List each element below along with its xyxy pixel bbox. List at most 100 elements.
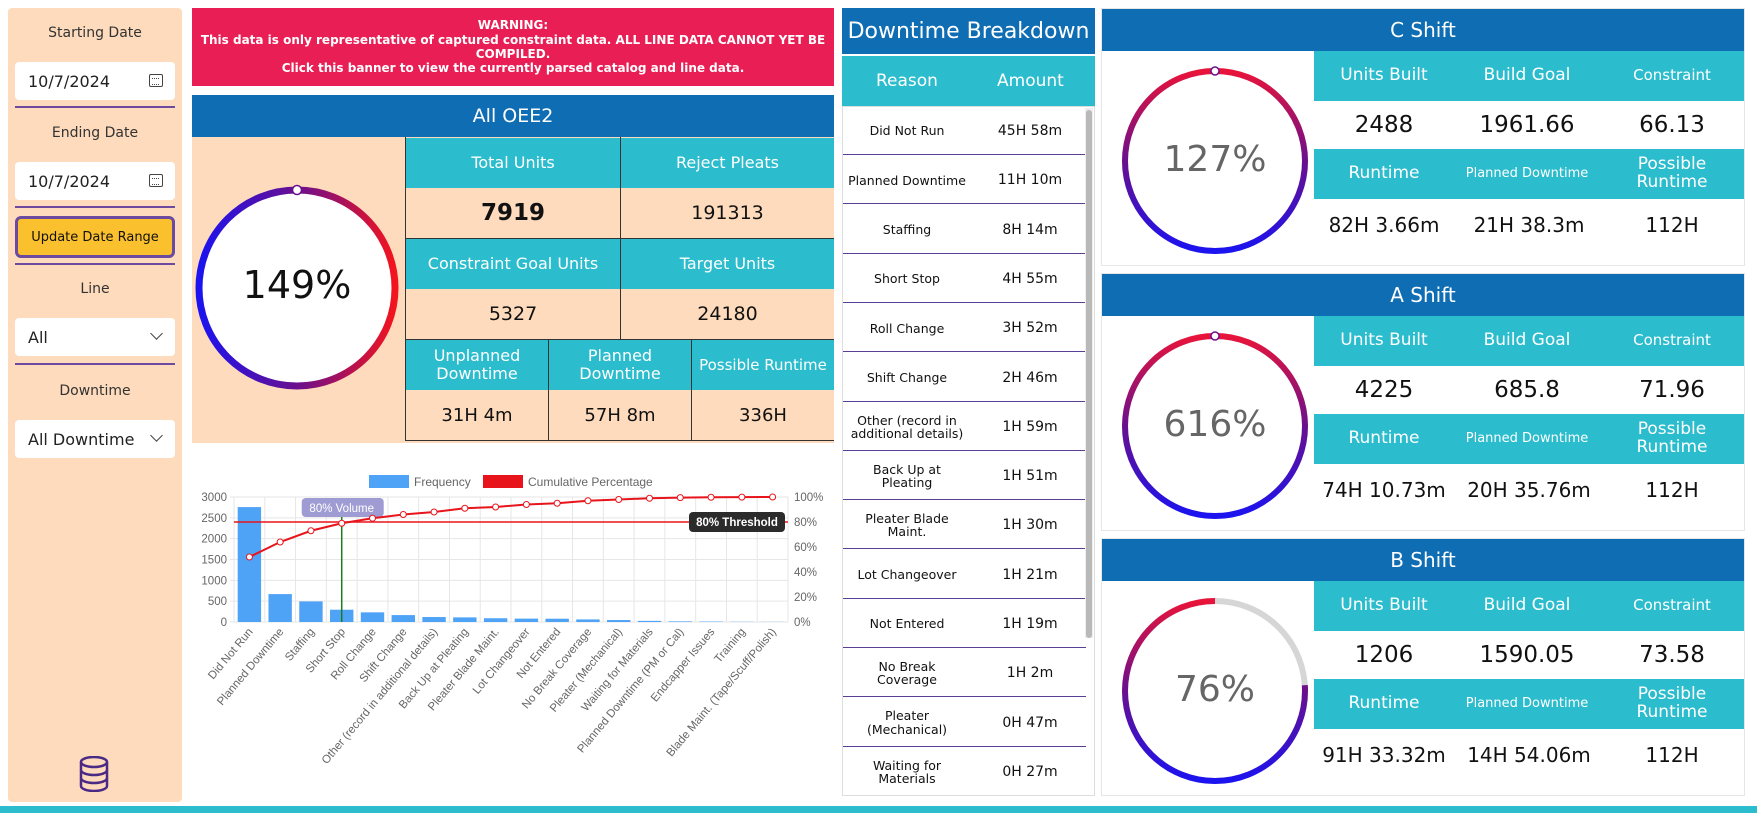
bar: [453, 617, 477, 622]
amount-cell: 1H 21m: [1002, 566, 1058, 583]
total-units-header: Total Units: [406, 138, 620, 188]
oee-percent: 149%: [242, 263, 352, 307]
cumulative-point: [615, 496, 623, 503]
planned-downtime-value: 20H 35.76m: [1454, 464, 1604, 516]
reject-pleats-header: Reject Pleats: [621, 138, 834, 188]
cumulative-point: [584, 497, 592, 505]
amount-cell: 0H 47m: [1002, 714, 1058, 731]
cumulative-line: [248, 496, 773, 558]
amount-cell: 4H 55m: [1002, 270, 1058, 287]
amount-cell: 1H 30m: [1002, 517, 1058, 534]
reason-cell: Did Not Run: [869, 123, 945, 139]
warning-banner[interactable]: WARNING: This data is only representativ…: [192, 8, 834, 86]
y-right-tick-label: 80%: [794, 517, 817, 529]
amount-cell: 1H 51m: [1002, 468, 1058, 485]
table-row: Other (record in additional details) 1H 5…: [843, 403, 1086, 451]
constraint-value: 66.13: [1600, 101, 1744, 149]
possible-runtime-header: Possible Runtime: [1600, 149, 1744, 199]
warning-link-text: Click this banner to view the currently …: [281, 61, 745, 76]
cumulative-point: [676, 494, 684, 502]
amount-cell: 3H 52m: [1002, 320, 1058, 337]
table-divider: [548, 339, 549, 441]
units-built-header: Units Built: [1314, 316, 1454, 366]
possible-runtime-value: 112H: [1600, 199, 1744, 251]
planned-downtime-header: Planned Downtime: [1454, 679, 1600, 729]
cumulative-point: [492, 503, 500, 511]
bar: [391, 615, 415, 622]
reason-column-header: Reason: [876, 71, 938, 91]
table-row: Short Stop 4H 55m: [843, 255, 1086, 303]
ending-date-value: 10/7/2024: [28, 171, 111, 191]
starting-date-input[interactable]: 10/7/2024: [15, 62, 175, 100]
downtime-select[interactable]: All Downtime: [15, 420, 175, 458]
warning-message: This data is only representative of capt…: [200, 32, 826, 61]
unplanned-downtime-header: Unplanned Downtime: [406, 340, 548, 390]
divider: [15, 263, 175, 265]
threshold-label: 80% Threshold: [696, 517, 778, 529]
constraint-value: 73.58: [1600, 631, 1744, 679]
line-select[interactable]: All: [15, 318, 175, 356]
shift-panel: A Shift 616% Units Built Build Goal Constrai…: [1101, 273, 1745, 531]
runtime-value: 91H 33.32m: [1310, 729, 1458, 781]
line-label: Line: [80, 281, 110, 297]
units-built-header: Units Built: [1314, 581, 1454, 631]
table-row: Pleater Blade Maint. 1H 30m: [843, 501, 1086, 550]
table-row: Planned Downtime 11H 10m: [843, 156, 1086, 205]
table-row: Pleater (Mechanical) 0H 47m: [843, 699, 1086, 747]
table-divider: [405, 238, 834, 239]
cumulative-point: [399, 511, 407, 518]
update-date-range-button[interactable]: Update Date Range: [15, 216, 175, 258]
divider: [15, 106, 175, 108]
shift-panel: C Shift 127% Units Built Build Goal Constrai…: [1101, 8, 1745, 266]
table-row: Back Up at Pleating 1H 51m: [843, 452, 1086, 501]
runtime-header: Runtime: [1314, 679, 1454, 729]
y-right-tick-label: 100%: [794, 492, 823, 504]
planned-downtime-header: Planned Downtime: [549, 340, 691, 390]
cumulative-point: [646, 494, 653, 502]
database-icon[interactable]: [79, 756, 109, 792]
reason-cell: Shift Change: [866, 369, 948, 385]
build-goal-header: Build Goal: [1454, 316, 1600, 366]
table-row: Lot Changeover 1H 21m: [843, 551, 1086, 599]
table-divider: [405, 137, 406, 441]
bar: [514, 618, 539, 622]
possible-runtime-value: 336H: [692, 390, 834, 440]
units-built-value: 4225: [1314, 366, 1454, 414]
units-built-header: Units Built: [1314, 51, 1454, 101]
reason-cell: No Break Coverage: [877, 659, 937, 688]
x-tick-label: Other (record in additional details): [320, 626, 441, 767]
constraint-header: Constraint: [1600, 316, 1744, 366]
table-divider: [691, 339, 692, 441]
cumulative-point: [307, 527, 315, 535]
planned-downtime-header: Planned Downtime: [1454, 414, 1600, 464]
calendar-icon[interactable]: [149, 174, 163, 187]
calendar-icon[interactable]: [149, 74, 163, 87]
y-left-tick-label: 2000: [201, 534, 227, 546]
table-row: No Break Coverage 1H 2m: [843, 649, 1086, 698]
downtime-list[interactable]: Did Not Run 45H 58m Planned Downtime 11H 10…: [842, 106, 1095, 796]
cumulative-point: [338, 519, 346, 527]
bar: [360, 612, 385, 622]
reason-cell: Other (record in additional details): [850, 412, 964, 441]
planned-downtime-header: Planned Downtime: [1454, 149, 1600, 199]
y-right-tick-label: 20%: [794, 592, 817, 604]
build-goal-header: Build Goal: [1454, 51, 1600, 101]
y-right-tick-label: 0%: [794, 617, 811, 629]
shift-gauge: [1122, 331, 1308, 519]
bar: [237, 507, 262, 622]
bar: [637, 620, 662, 622]
starting-date-label: Starting Date: [48, 25, 142, 41]
runtime-value: 74H 10.73m: [1310, 464, 1458, 516]
scrollbar-thumb[interactable]: [1086, 110, 1092, 638]
cumulative-point: [276, 538, 284, 546]
bar: [668, 621, 692, 622]
reason-cell: Pleater (Mechanical): [866, 708, 948, 737]
shift-percent: 616%: [1163, 404, 1267, 445]
y-left-tick-label: 500: [208, 596, 227, 608]
bar: [299, 601, 323, 622]
amount-cell: 1H 2m: [1006, 665, 1054, 682]
legend-swatch: [483, 475, 523, 488]
bottom-bar: [0, 806, 1757, 813]
amount-cell: 0H 27m: [1002, 763, 1058, 780]
ending-date-input[interactable]: 10/7/2024: [15, 162, 175, 200]
